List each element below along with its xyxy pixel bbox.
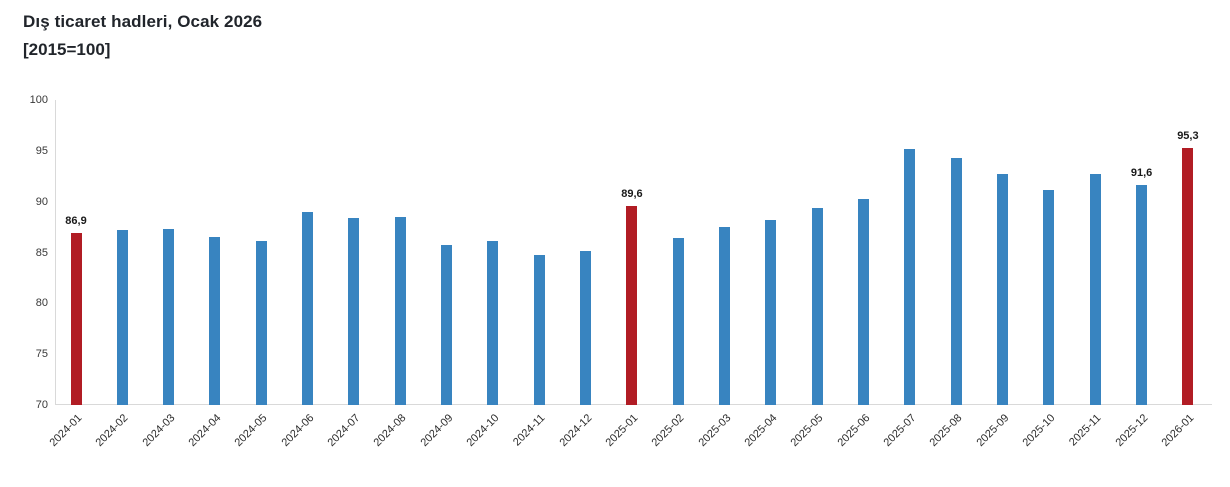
y-tick-label-70: 70 bbox=[35, 399, 48, 411]
plot-area bbox=[55, 100, 1212, 405]
y-tick-label-85: 85 bbox=[35, 246, 48, 259]
bar-2024-07[interactable] bbox=[348, 217, 360, 405]
bar-2026-01[interactable] bbox=[1182, 147, 1194, 405]
bar-2025-02[interactable] bbox=[672, 238, 684, 405]
bar-2025-10[interactable] bbox=[1043, 190, 1055, 405]
bar-2025-09[interactable] bbox=[997, 174, 1009, 405]
bar-2025-06[interactable] bbox=[858, 198, 870, 405]
chart-subtitle: [2015=100] bbox=[23, 40, 111, 59]
bar-2025-01[interactable] bbox=[626, 205, 638, 405]
bar-2024-10[interactable] bbox=[487, 241, 499, 405]
bar-2025-08[interactable] bbox=[950, 157, 962, 405]
chart-title: Dış ticaret hadleri, Ocak 2026 bbox=[23, 12, 263, 31]
y-tick-label-75: 75 bbox=[35, 348, 48, 361]
bar-2024-01[interactable] bbox=[70, 233, 82, 405]
y-axis-line bbox=[55, 100, 56, 405]
bar-2024-08[interactable] bbox=[394, 216, 406, 405]
value-label-2024-01: 86,9 bbox=[65, 215, 87, 228]
bar-2024-03[interactable] bbox=[163, 229, 175, 405]
bar-2024-09[interactable] bbox=[441, 245, 453, 405]
bar-2025-12[interactable] bbox=[1136, 185, 1148, 405]
bar-2025-11[interactable] bbox=[1089, 174, 1101, 405]
bar-2024-02[interactable] bbox=[116, 230, 128, 405]
y-tick-label-80: 80 bbox=[35, 297, 48, 310]
bar-2025-03[interactable] bbox=[719, 227, 731, 405]
bar-2024-06[interactable] bbox=[302, 211, 314, 405]
y-tick-label-90: 90 bbox=[35, 195, 48, 208]
bar-2025-05[interactable] bbox=[811, 207, 823, 405]
bar-2024-12[interactable] bbox=[580, 251, 592, 405]
y-tick-label-95: 95 bbox=[35, 144, 48, 157]
value-label-2026-01: 95,3 bbox=[1177, 129, 1199, 142]
bar-2024-05[interactable] bbox=[255, 241, 267, 405]
y-tick-label-100: 100 bbox=[29, 94, 48, 106]
bar-2024-04[interactable] bbox=[209, 237, 221, 405]
bar-2025-07[interactable] bbox=[904, 148, 916, 405]
bar-2025-04[interactable] bbox=[765, 219, 777, 405]
value-label-2025-01: 89,6 bbox=[621, 187, 643, 200]
value-label-2025-12: 91,6 bbox=[1130, 167, 1153, 180]
bar-2024-11[interactable] bbox=[533, 254, 545, 405]
